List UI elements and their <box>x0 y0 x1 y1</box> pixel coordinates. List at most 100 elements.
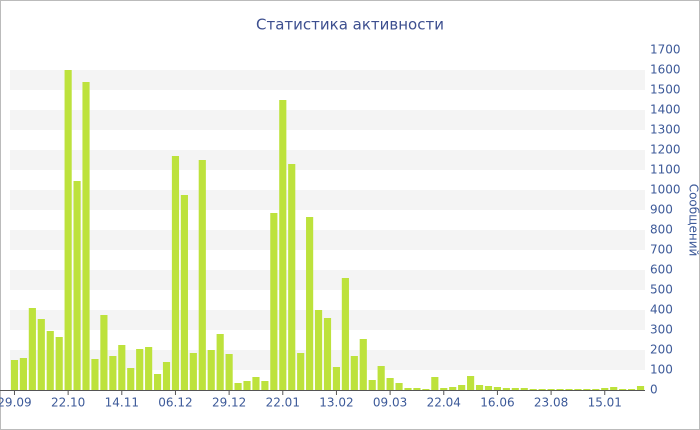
bar <box>252 377 260 390</box>
bar <box>19 358 27 390</box>
bar <box>377 366 385 390</box>
bar <box>127 368 135 390</box>
bar <box>511 388 519 390</box>
bar <box>404 388 412 390</box>
bar <box>386 378 394 390</box>
bar <box>37 319 45 390</box>
bar <box>422 389 430 390</box>
bar <box>162 362 171 390</box>
x-tick-label: 23.08 <box>534 396 568 410</box>
chart-title: Статистика активности <box>256 16 444 34</box>
bar <box>592 389 600 390</box>
bar <box>198 160 206 390</box>
bar <box>261 381 269 390</box>
bar <box>10 360 19 390</box>
bar <box>413 388 421 390</box>
bar <box>574 389 582 390</box>
bar <box>28 308 36 390</box>
bar <box>467 376 475 390</box>
grid-band <box>10 190 645 210</box>
y-tick-label: 900 <box>650 203 673 217</box>
bar <box>153 374 162 390</box>
bar <box>46 331 54 390</box>
x-tick-label: 14.11 <box>105 396 139 410</box>
bar <box>520 388 528 390</box>
x-tick-label: 22.01 <box>266 396 300 410</box>
y-tick-label: 1700 <box>650 43 681 57</box>
grid-band <box>10 110 645 130</box>
bar <box>55 337 63 390</box>
bar <box>118 345 126 390</box>
bar <box>216 334 224 390</box>
x-tick-label: 16.06 <box>480 396 514 410</box>
y-tick-label: 600 <box>650 263 673 277</box>
x-tick-label: 15.01 <box>588 396 622 410</box>
y-tick-label: 1500 <box>650 83 681 97</box>
bar <box>136 349 144 390</box>
bar <box>556 389 564 390</box>
bar <box>601 388 609 390</box>
grid-band <box>10 230 645 250</box>
y-tick-label: 1600 <box>650 63 681 77</box>
grid-band <box>10 270 645 290</box>
x-tick-label: 09.03 <box>373 396 407 410</box>
bar <box>350 356 358 390</box>
bar <box>359 339 367 390</box>
bar <box>538 389 546 390</box>
bar <box>100 315 108 390</box>
y-tick-label: 200 <box>650 343 673 357</box>
bar <box>297 353 305 390</box>
bar <box>270 213 278 390</box>
bar <box>234 383 242 390</box>
x-tick-label: 13.02 <box>319 396 353 410</box>
bar <box>145 347 153 390</box>
bar <box>565 389 573 390</box>
x-tick-label: 22.10 <box>51 396 85 410</box>
bar <box>628 389 636 390</box>
y-tick-label: 800 <box>650 223 673 237</box>
y-tick-label: 100 <box>650 363 673 377</box>
grid-band <box>10 150 645 170</box>
bar <box>449 387 457 390</box>
x-tick-label: 22.04 <box>427 396 461 410</box>
y-tick-label: 1000 <box>650 183 681 197</box>
bar <box>493 387 502 390</box>
bar <box>180 195 188 390</box>
bar <box>440 388 448 390</box>
y-tick-label: 400 <box>650 303 673 317</box>
bar <box>323 318 332 390</box>
bar <box>619 389 627 390</box>
bar <box>502 388 510 390</box>
x-tick-label: 29.12 <box>212 396 246 410</box>
bar <box>109 356 117 390</box>
y-tick-label: 1200 <box>650 143 681 157</box>
y-tick-label: 0 <box>650 383 658 397</box>
y-axis-label: Сообщений <box>687 184 700 257</box>
bar <box>243 381 251 390</box>
y-tick-label: 1100 <box>650 163 681 177</box>
bar <box>279 100 287 390</box>
bar <box>91 359 99 390</box>
bar <box>475 385 484 390</box>
bar <box>610 387 618 390</box>
bar <box>64 70 72 390</box>
y-tick-label: 500 <box>650 283 673 297</box>
y-tick-label: 1300 <box>650 123 681 137</box>
bar <box>73 181 81 390</box>
x-tick-label: 29.09 <box>0 396 32 410</box>
bar <box>484 386 493 390</box>
bar <box>225 354 233 390</box>
y-tick-label: 300 <box>650 323 673 337</box>
grid-band <box>10 70 645 90</box>
bar <box>82 82 90 390</box>
y-tick-label: 700 <box>650 243 673 257</box>
bar <box>171 156 180 390</box>
bar <box>189 353 197 390</box>
bar <box>547 389 555 390</box>
x-tick-label: 06.12 <box>158 396 192 410</box>
bar <box>431 377 439 390</box>
bar <box>368 380 376 390</box>
bar <box>288 164 296 390</box>
bar <box>395 383 403 390</box>
